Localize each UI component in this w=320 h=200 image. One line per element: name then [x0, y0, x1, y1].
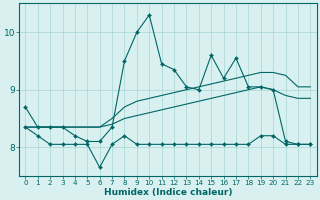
X-axis label: Humidex (Indice chaleur): Humidex (Indice chaleur): [104, 188, 232, 197]
